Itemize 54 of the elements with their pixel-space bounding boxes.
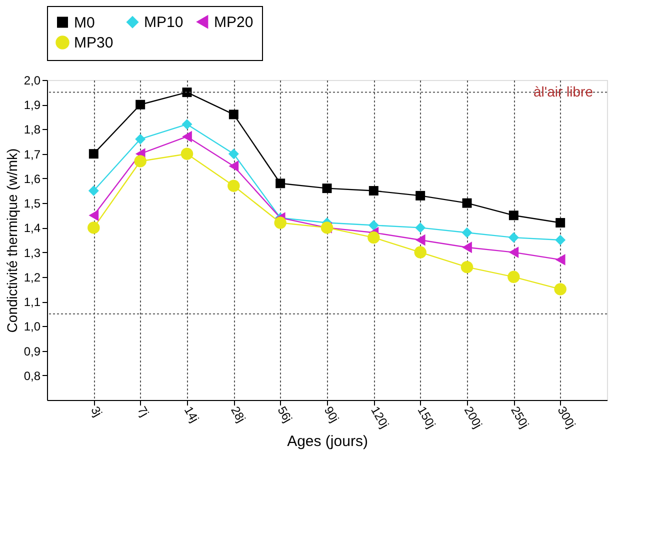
point [228, 160, 239, 172]
legend-label: M0 [74, 14, 95, 32]
y-tick-label: 1,8 [24, 122, 41, 137]
y-tick-label: 1,6 [24, 172, 41, 186]
point [462, 242, 472, 254]
point [414, 246, 426, 258]
y-tick-label: 2,0 [24, 74, 41, 88]
y-tick-label: 1,4 [24, 221, 41, 236]
x-tick-label: 7j [134, 404, 152, 420]
point [508, 232, 519, 243]
point [555, 234, 566, 246]
point [228, 148, 239, 160]
point [508, 270, 520, 284]
y-tick-label: 1,0 [24, 320, 41, 334]
x-axis-title: Ages (jours) [287, 433, 368, 450]
y-tick-label: 1,9 [24, 98, 41, 112]
x-tick-label: 3j [88, 404, 105, 420]
point [182, 119, 192, 130]
x-tick-label: 14j [181, 404, 202, 425]
legend-label: MP10 [144, 14, 184, 32]
point [460, 260, 474, 274]
point [508, 246, 519, 258]
y-tick-label: 0,9 [24, 344, 41, 358]
y-tick-label: 1,3 [24, 246, 41, 260]
y-tick-label: 1,5 [24, 196, 41, 211]
y-tick-label: 1,1 [24, 295, 41, 310]
point [556, 218, 566, 228]
point [554, 283, 566, 296]
point [182, 130, 192, 142]
point [274, 216, 286, 229]
legend-label: MP20 [214, 14, 254, 31]
point [415, 234, 426, 246]
point [462, 227, 472, 238]
point [134, 155, 146, 168]
point [135, 134, 146, 144]
x-tick-label: 90j [321, 404, 342, 425]
y-tick-label: 0,8 [24, 368, 41, 383]
point [415, 222, 426, 233]
point [555, 254, 566, 266]
point [368, 186, 378, 196]
y-tick-label: 1,2 [24, 270, 41, 284]
point [368, 231, 380, 244]
point [88, 210, 99, 222]
legend-label: MP30 [74, 34, 114, 52]
point [88, 186, 99, 196]
y-axis-title: Condictivité thermique (w/mk) [4, 148, 20, 333]
point [88, 222, 100, 234]
x-tick-label: 56j [274, 404, 295, 425]
y-tick-label: 1,7 [24, 147, 41, 162]
point [180, 148, 194, 160]
point [228, 180, 240, 192]
point [368, 220, 379, 230]
x-tick-label: 28j [228, 404, 248, 425]
ref-line-label: àl'air libre [534, 83, 594, 100]
